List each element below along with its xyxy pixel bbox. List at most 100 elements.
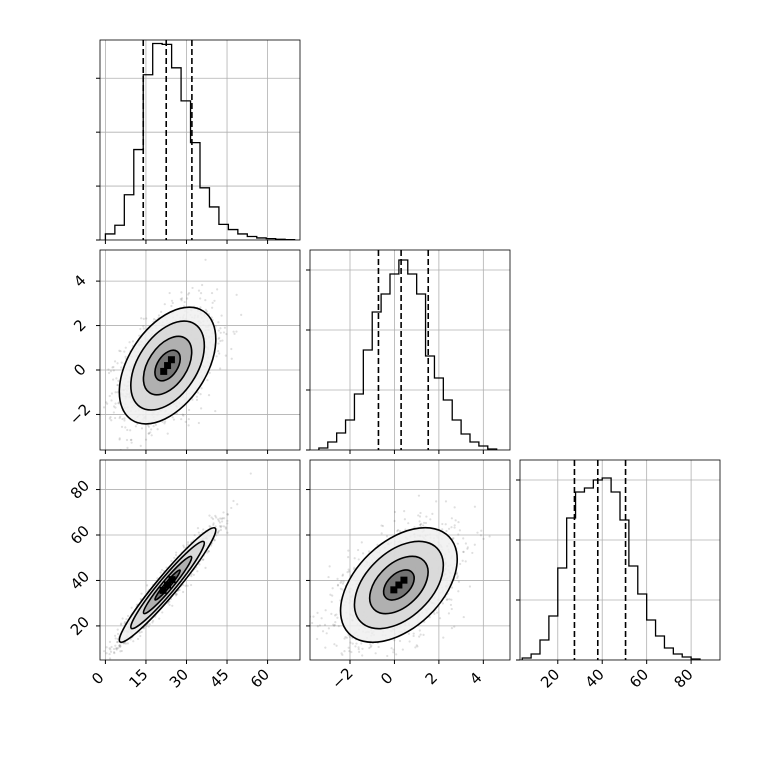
scatter-point: [148, 626, 150, 628]
scatter-point: [227, 513, 229, 515]
scatter-point: [190, 575, 192, 577]
scatter-point: [109, 647, 111, 649]
scatter-point: [109, 653, 111, 655]
scatter-point: [454, 524, 456, 526]
scatter-point: [110, 419, 112, 421]
scatter-point: [196, 570, 198, 572]
scatter-point: [188, 409, 190, 411]
scatter-point: [457, 521, 459, 523]
scatter-point: [114, 645, 116, 647]
scatter-point: [123, 419, 125, 421]
scatter-point: [312, 616, 314, 618]
scatter-point: [386, 535, 388, 537]
scatter-point: [109, 417, 111, 419]
scatter-point: [110, 651, 112, 653]
scatter-point: [116, 391, 118, 393]
scatter-point: [480, 534, 482, 536]
scatter-point: [459, 529, 461, 531]
scatter-point: [465, 542, 467, 544]
scatter-point: [197, 527, 199, 529]
scatter-point: [218, 530, 220, 532]
scatter-point: [343, 581, 345, 583]
panel-content: [74, 250, 300, 490]
scatter-point: [124, 356, 126, 358]
scatter-point: [169, 292, 171, 294]
scatter-point: [155, 424, 157, 426]
scatter-point: [105, 401, 107, 403]
scatter-point: [455, 519, 457, 521]
scatter-point: [184, 585, 186, 587]
panel-content: [298, 460, 510, 681]
scatter-point: [433, 613, 435, 615]
scatter-point: [450, 599, 452, 601]
scatter-point: [414, 646, 416, 648]
x-tick-label: 20: [537, 665, 563, 691]
scatter-point: [117, 633, 119, 635]
scatter-point: [399, 640, 401, 642]
scatter-point: [164, 303, 166, 305]
histogram-step: [522, 478, 700, 660]
scatter-point: [456, 577, 458, 579]
scatter-point: [352, 642, 354, 644]
x-tick-label: 30: [166, 665, 192, 691]
scatter-point: [109, 395, 111, 397]
scatter-point: [170, 560, 172, 562]
scatter-point: [201, 284, 203, 286]
scatter-point: [208, 394, 210, 396]
scatter-point: [158, 617, 160, 619]
scatter-point: [103, 406, 105, 408]
scatter-point: [451, 517, 453, 519]
scatter-point: [214, 410, 216, 412]
scatter-point: [317, 625, 319, 627]
scatter-point: [222, 511, 224, 513]
x-tick-label: 45: [206, 665, 232, 691]
scatter-point: [327, 576, 329, 578]
scatter-point: [334, 621, 336, 623]
scatter-point: [126, 439, 128, 441]
scatter-point: [363, 661, 365, 663]
scatter-point: [404, 518, 406, 520]
scatter-point: [211, 307, 213, 309]
scatter-point: [150, 428, 152, 430]
scatter-point: [213, 539, 215, 541]
scatter-point: [393, 639, 395, 641]
scatter-point: [196, 399, 198, 401]
scatter-point: [250, 472, 252, 474]
scatter-point: [125, 347, 127, 349]
scatter-point: [425, 515, 427, 517]
scatter-point: [451, 627, 453, 629]
scatter-point: [117, 629, 119, 631]
scatter-point: [114, 403, 116, 405]
panel-frame: [100, 40, 300, 240]
scatter-point: [216, 288, 218, 290]
scatter-point: [232, 500, 234, 502]
scatter-point: [329, 565, 331, 567]
y-tick-label: 4: [70, 271, 89, 290]
scatter-point: [182, 591, 184, 593]
scatter-point: [457, 543, 459, 545]
scatter-point: [182, 415, 184, 417]
scatter-point: [155, 467, 157, 469]
scatter-point: [188, 292, 190, 294]
scatter-point: [114, 635, 116, 637]
scatter-point: [153, 318, 155, 320]
scatter-point: [230, 507, 232, 509]
scatter-point: [127, 615, 129, 617]
scatter-point: [221, 520, 223, 522]
scatter-point: [113, 648, 115, 650]
scatter-point: [183, 546, 185, 548]
scatter-point: [218, 329, 220, 331]
scatter-point: [392, 649, 394, 651]
scatter-point: [93, 664, 95, 666]
scatter-point: [129, 429, 131, 431]
scatter-point: [221, 339, 223, 341]
scatter-point: [335, 645, 337, 647]
scatter-point: [145, 317, 147, 319]
scatter-point: [217, 532, 219, 534]
scatter-point: [200, 407, 202, 409]
scatter-point: [413, 633, 415, 635]
histogram-step: [105, 43, 294, 240]
scatter-point: [382, 525, 384, 527]
histogram-step: [319, 260, 497, 450]
scatter-point: [105, 652, 107, 654]
